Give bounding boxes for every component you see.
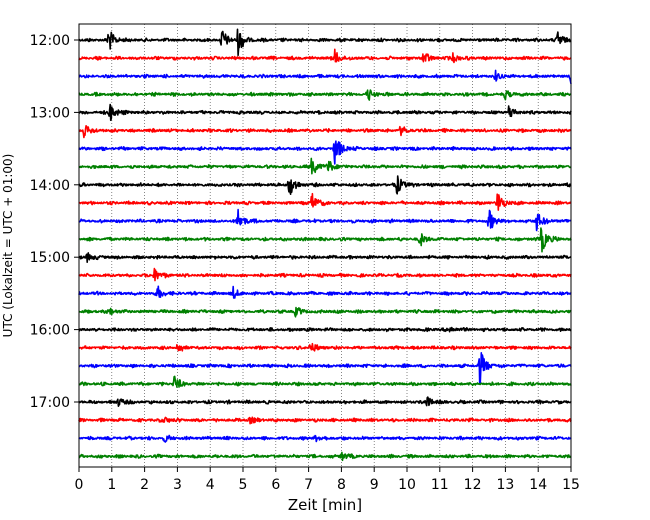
y-axis-label: UTC (Lokalzeit = UTC + 01:00) <box>1 154 15 338</box>
trace-row <box>78 326 572 333</box>
x-tick-label: 13 <box>496 477 514 493</box>
trace-row <box>78 28 572 57</box>
trace-row <box>78 227 572 253</box>
trace-row <box>78 103 572 121</box>
trace-row <box>78 285 572 299</box>
x-tick-label: 9 <box>370 477 379 493</box>
x-tick-label: 10 <box>398 477 416 493</box>
trace-row <box>78 451 572 462</box>
x-tick-label: 14 <box>529 477 547 493</box>
trace-row <box>78 125 572 139</box>
trace-row <box>78 342 572 352</box>
trace-row <box>78 48 572 64</box>
y-tick-label: 17:00 <box>30 395 70 411</box>
y-tick-label: 13:00 <box>30 105 70 121</box>
trace-row <box>78 140 572 165</box>
x-axis: 0 1 2 3 4 5 6 7 8 9 10 11 12 13 14 15 <box>75 467 580 493</box>
trace-row <box>78 175 572 195</box>
y-tick-label: 14:00 <box>30 178 70 194</box>
trace-row <box>78 306 572 318</box>
trace-row <box>78 69 572 85</box>
y-tick-label: 12:00 <box>30 33 70 49</box>
x-tick-label: 1 <box>107 477 116 493</box>
x-tick-label: 2 <box>140 477 149 493</box>
trace-row <box>78 208 572 232</box>
x-tick-label: 11 <box>431 477 449 493</box>
trace-layer <box>78 28 572 462</box>
x-tick-label: 15 <box>562 477 580 493</box>
trace-row <box>78 267 572 282</box>
x-tick-label: 4 <box>206 477 215 493</box>
trace-row <box>78 89 572 101</box>
trace-row <box>78 192 572 211</box>
y-tick-label: 16:00 <box>30 323 70 339</box>
y-tick-label: 15:00 <box>30 250 70 266</box>
x-tick-label: 7 <box>304 477 313 493</box>
x-tick-label: 8 <box>337 477 346 493</box>
trace-row <box>78 396 572 407</box>
plot-frame <box>78 23 572 468</box>
x-tick-label: 5 <box>239 477 248 493</box>
x-axis-label: Zeit [min] <box>288 496 362 514</box>
x-tick-label: 12 <box>464 477 482 493</box>
x-tick-label: 3 <box>173 477 182 493</box>
y-axis: 12:00 13:00 14:00 15:00 16:00 17:00 <box>30 33 79 411</box>
trace-row <box>78 375 572 388</box>
trace-row <box>78 416 572 425</box>
x-tick-label: 6 <box>271 477 280 493</box>
trace-row <box>78 157 572 175</box>
trace-row <box>78 352 572 386</box>
x-tick-label: 0 <box>75 477 84 493</box>
vertical-grid <box>111 24 539 467</box>
trace-row <box>78 434 572 443</box>
trace-row <box>78 252 572 263</box>
